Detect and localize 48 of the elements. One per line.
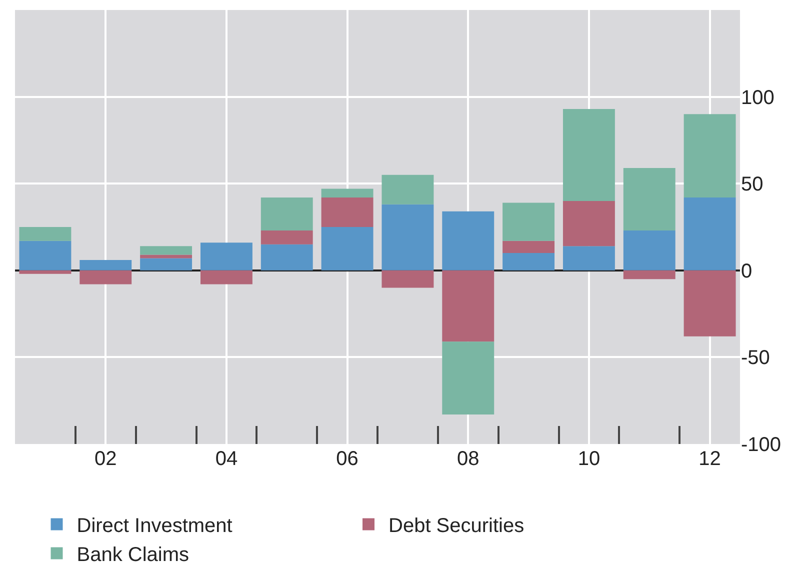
y-tick-label: -100	[741, 434, 782, 456]
bar	[19, 270, 72, 274]
y-tick-label: -50	[741, 347, 770, 370]
bar	[200, 242, 252, 270]
bar	[623, 270, 676, 280]
bar	[80, 260, 132, 270]
bar	[382, 174, 434, 204]
x-tick-label: 06	[336, 448, 358, 470]
bar	[140, 246, 192, 255]
bar	[321, 227, 374, 270]
bar	[80, 270, 132, 284]
bar	[562, 200, 615, 246]
bar	[684, 114, 736, 198]
bar	[140, 258, 192, 270]
bar	[321, 197, 374, 227]
bar	[321, 188, 374, 198]
x-tick-label: 08	[456, 448, 480, 470]
bar	[502, 240, 555, 254]
bar	[19, 240, 72, 270]
y-tick-label: 50	[741, 174, 764, 196]
bar	[623, 168, 676, 230]
bar	[502, 202, 555, 241]
x-tick-label: 04	[215, 448, 238, 470]
bar	[623, 230, 676, 270]
bar	[562, 108, 615, 201]
bar	[200, 270, 252, 284]
bar	[562, 246, 615, 270]
bar	[260, 244, 313, 270]
x-tick-label: 10	[578, 448, 600, 470]
x-tick-label: 02	[94, 448, 117, 470]
bar	[502, 253, 555, 270]
bar	[442, 211, 494, 270]
bar	[260, 230, 313, 244]
bar	[382, 204, 434, 270]
legend-label: Debt Securities	[388, 515, 524, 538]
bar	[684, 197, 736, 270]
bar	[442, 342, 494, 414]
y-tick-label: 100	[741, 86, 774, 109]
legend-label: Direct Investment	[76, 515, 233, 538]
bar	[382, 270, 434, 288]
y-tick-label: 0	[741, 260, 752, 282]
x-tick-label: 12	[698, 448, 721, 470]
bar	[684, 270, 736, 336]
bar	[140, 254, 192, 258]
bar	[442, 270, 494, 342]
bar	[19, 227, 72, 241]
bar	[260, 197, 313, 230]
legend-label: Bank Claims	[76, 544, 190, 566]
